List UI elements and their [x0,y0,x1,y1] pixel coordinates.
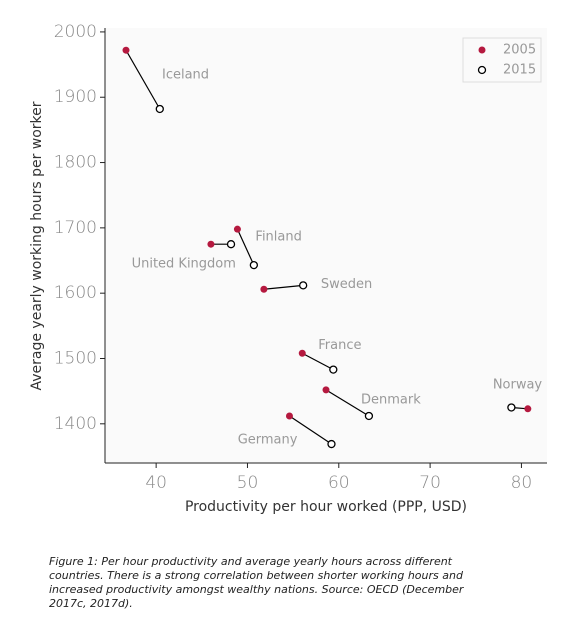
y-tick-label: 1900 [54,87,97,107]
point-filled [233,225,241,233]
x-tick-label: 80 [511,473,533,493]
plot-area [105,28,547,463]
y-tick-label: 1400 [54,414,97,434]
y-axis-label: Average yearly working hours per worker [29,101,45,390]
country-label: Denmark [361,392,421,407]
point-hollow [249,260,259,270]
x-tick-label: 40 [145,473,167,493]
point-hollow [364,411,374,421]
y-tick-label: 1600 [54,283,97,303]
point-hollow [329,365,338,374]
country-label: Sweden [321,277,372,292]
caption-line: increased productivity amongst wealthy n… [49,583,465,596]
connector [325,389,370,417]
caption-line: countries. There is a strong correlation… [49,569,464,582]
x-tick-label: 70 [419,473,441,493]
y-tick-label: 1500 [54,348,97,368]
legend-label: 2005 [503,43,536,58]
connector [125,49,161,110]
point-hollow [327,439,336,449]
y-tick-label: 2000 [54,22,97,42]
connector [289,415,332,445]
country-label: Norway [493,377,543,392]
legend-label: 2015 [503,63,536,78]
caption-line: Figure 1: Per hour productivity and aver… [49,555,453,568]
point-hollow [226,240,236,249]
country-label: Germany [238,432,298,447]
point-hollow [155,104,164,114]
point-filled [207,240,215,248]
legend [462,37,542,83]
point-filled [285,412,293,420]
point-filled [122,46,130,54]
point-filled [322,386,330,394]
connector [301,352,334,371]
legend-marker [478,46,486,54]
connector [263,284,304,290]
point-hollow [507,403,516,412]
country-label: France [318,338,361,353]
caption-line: 2017c, 2017d). [49,597,133,610]
point-filled [298,349,306,357]
y-tick-label: 1700 [54,218,97,238]
point-filled [524,405,532,413]
x-axis-label: Productivity per hour worked (PPP, USD) [185,499,467,515]
country-label: Iceland [162,68,209,83]
country-label: Finland [255,230,301,245]
point-hollow [299,281,308,290]
country-label: United Kingdom [132,257,236,272]
legend-marker [477,65,487,75]
x-tick-label: 60 [328,473,350,493]
point-filled [260,285,268,293]
connector [236,228,255,266]
x-tick-label: 50 [237,473,259,493]
y-tick-label: 1800 [54,153,97,173]
